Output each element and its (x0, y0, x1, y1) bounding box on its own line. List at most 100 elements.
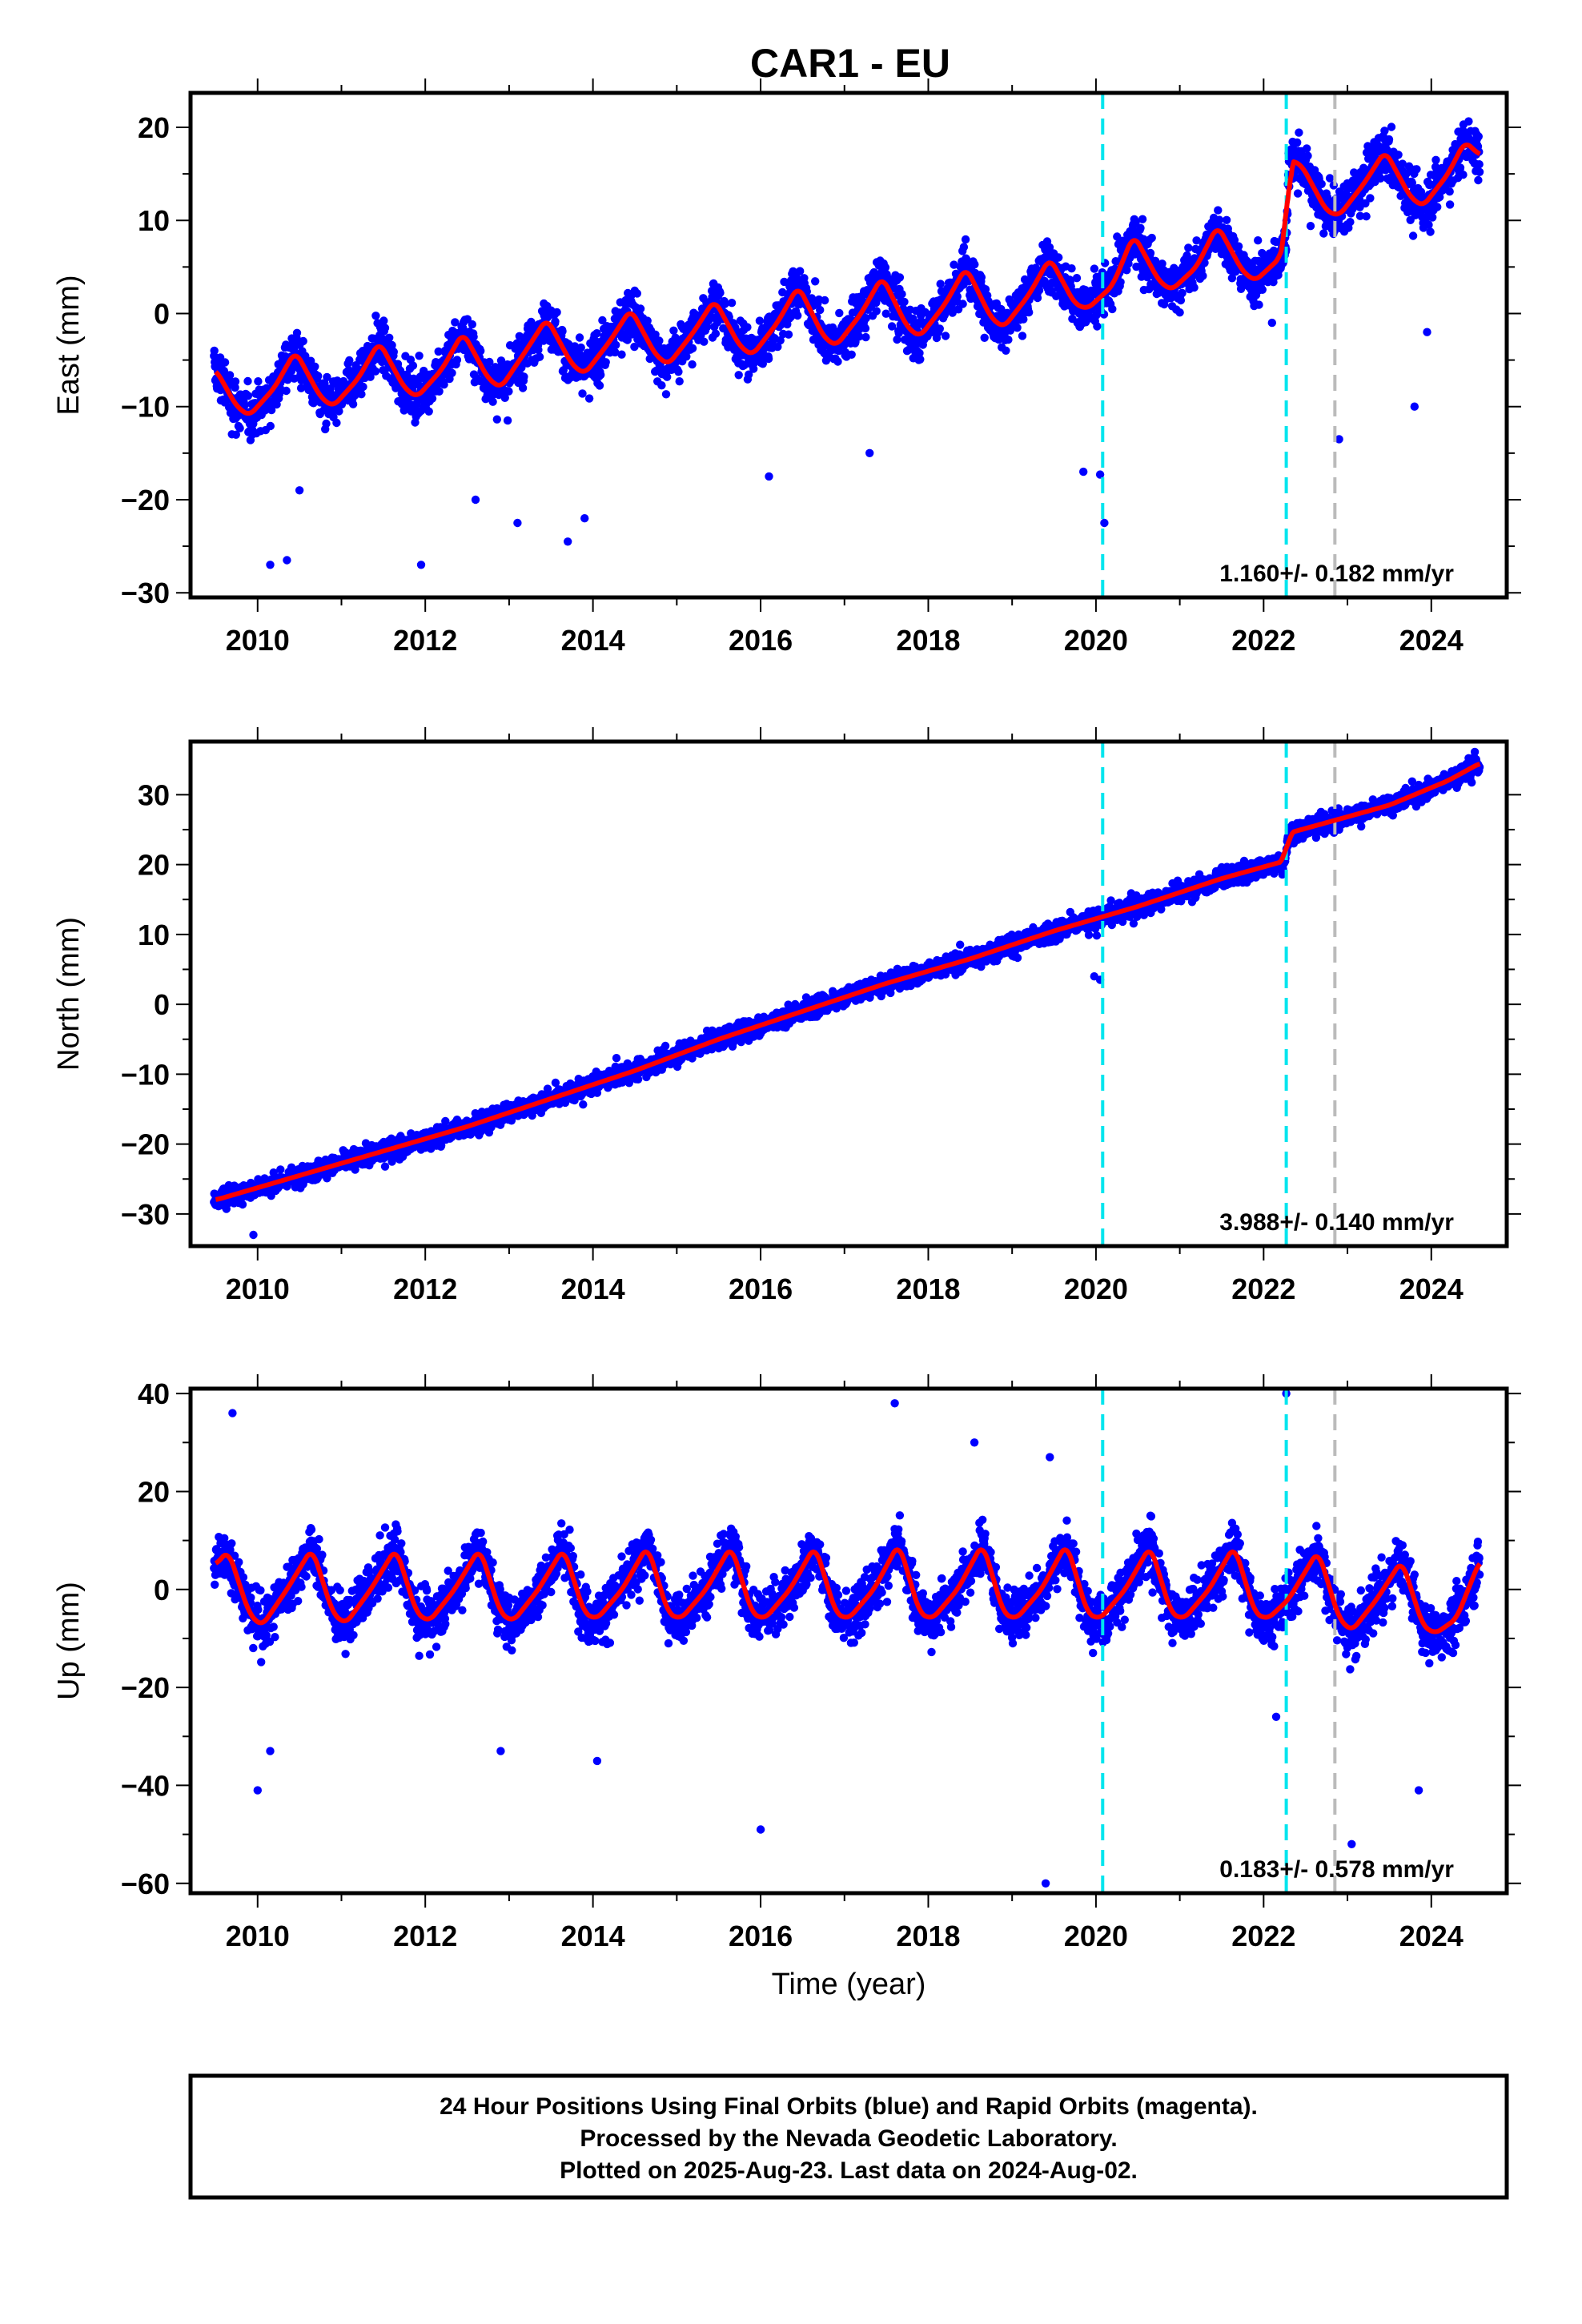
data-point (861, 324, 870, 333)
data-point (276, 1165, 285, 1174)
data-point (1459, 171, 1468, 179)
data-point (225, 371, 235, 380)
data-point (322, 419, 331, 428)
y-axis-label: East (mm) (52, 275, 86, 415)
data-point (332, 418, 341, 428)
data-points-north (210, 747, 1484, 1240)
outlier-point (513, 518, 522, 528)
plot-area-east (210, 93, 1484, 597)
x-tick-label: 2024 (1399, 1273, 1464, 1305)
y-tick-label: −30 (121, 1198, 170, 1231)
data-point (784, 330, 793, 339)
data-point (727, 299, 737, 308)
data-point (716, 288, 725, 297)
outlier-point (416, 561, 426, 569)
data-point (755, 316, 765, 325)
data-point (1317, 179, 1326, 188)
data-point (476, 347, 485, 356)
data-point (468, 320, 476, 329)
data-point (492, 415, 501, 424)
data-point (900, 297, 909, 307)
data-point (434, 347, 443, 356)
data-point (977, 273, 986, 282)
outlier-point (1410, 402, 1419, 411)
data-point (1384, 135, 1394, 144)
data-point (1293, 138, 1302, 147)
x-tick-label: 2010 (226, 1273, 290, 1305)
data-point (743, 323, 752, 332)
data-point (821, 296, 829, 305)
panels: 2010 2012 2014 2016 2018 2020 2022 2024−30−20−1… (52, 78, 1521, 2001)
data-point (243, 392, 253, 400)
data-point (210, 346, 219, 356)
data-point (1199, 271, 1207, 280)
outlier-point (564, 537, 572, 546)
data-point (1445, 187, 1454, 196)
data-point (311, 362, 319, 371)
data-point (1475, 160, 1484, 169)
y-tick-label: −30 (121, 577, 170, 609)
data-point (357, 390, 366, 399)
data-point (380, 1162, 390, 1171)
data-point (1325, 174, 1335, 183)
data-point (254, 377, 263, 386)
y-tick-label: −10 (121, 391, 170, 424)
data-point (1147, 233, 1156, 243)
x-tick-label: 2020 (1064, 1273, 1128, 1305)
y-tick-label: −10 (121, 1058, 170, 1091)
data-point (441, 1116, 450, 1126)
data-point (1306, 222, 1315, 231)
data-point (1138, 215, 1147, 223)
data-point (815, 305, 825, 315)
data-point (835, 308, 844, 318)
data-point (1394, 151, 1403, 159)
data-point (380, 324, 390, 332)
data-point (1215, 215, 1224, 224)
data-point (243, 376, 252, 386)
outlier-point (1423, 328, 1431, 336)
data-point (897, 290, 906, 299)
data-point (389, 348, 398, 356)
y-tick-label: 10 (138, 204, 170, 237)
panel-north: 2010 2012 2014 2016 2018 2020 2022 2024−30−20−1… (52, 727, 1521, 1305)
data-point (1018, 332, 1027, 340)
data-point (1108, 304, 1117, 314)
x-tick-label: 2014 (561, 624, 625, 657)
data-point (833, 357, 842, 366)
y-tick-label: 0 (154, 297, 170, 330)
data-point (1295, 128, 1303, 137)
data-point (424, 407, 433, 416)
data-point (231, 383, 239, 392)
outlier-point (471, 495, 480, 505)
data-point (1025, 308, 1034, 317)
data-point (552, 308, 561, 317)
data-point (500, 393, 509, 402)
data-point (936, 279, 945, 288)
data-point (1445, 200, 1455, 209)
data-point (970, 260, 979, 269)
data-point (535, 352, 544, 361)
outlier-point (580, 514, 589, 523)
data-point (267, 405, 276, 415)
data-point (655, 336, 664, 345)
data-point (601, 358, 610, 367)
data-point (428, 394, 437, 403)
data-point (1222, 215, 1231, 224)
data-point (1474, 175, 1483, 185)
data-point (1412, 165, 1421, 174)
data-point (415, 352, 424, 360)
data-point (958, 300, 967, 308)
data-point (953, 292, 962, 301)
data-point (504, 387, 513, 396)
data-point (299, 336, 307, 346)
data-point (595, 381, 604, 390)
data-point (688, 344, 697, 353)
data-point (669, 326, 678, 335)
x-tick-label: 2016 (729, 624, 793, 657)
data-point (1072, 274, 1082, 283)
y-tick-label: −20 (121, 484, 170, 517)
data-point (1033, 293, 1042, 303)
data-point (1013, 324, 1022, 332)
outlier-point (1100, 518, 1109, 528)
